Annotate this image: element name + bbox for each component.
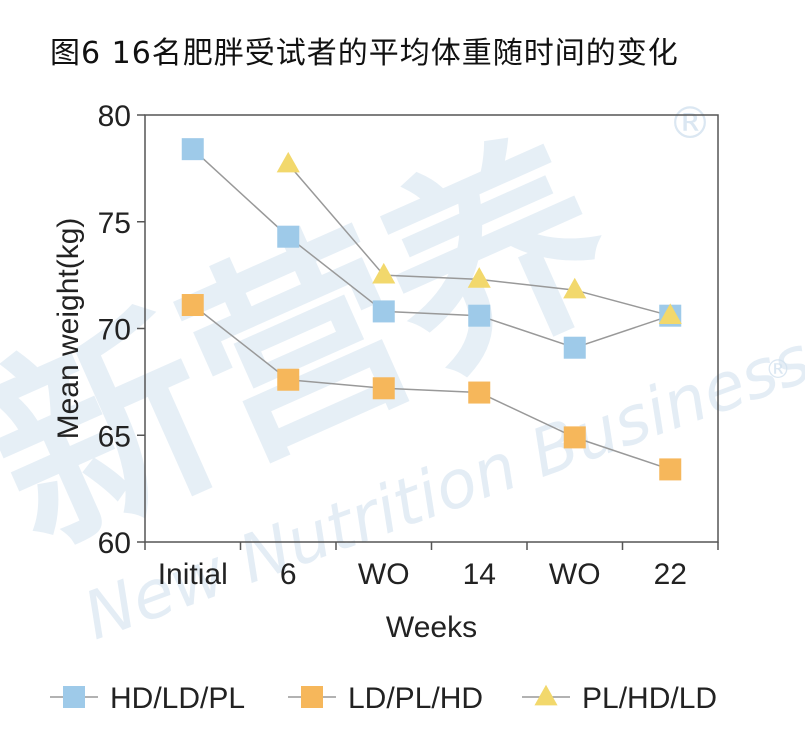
data-point <box>277 368 300 391</box>
data-point <box>467 267 491 288</box>
x-tick-label: Initial <box>158 558 228 591</box>
data-point <box>659 458 682 481</box>
x-tick-label: 22 <box>654 558 687 591</box>
data-point <box>658 303 682 325</box>
axes: 80 75 70 65 60 Initial 6 WO 14 WO 22 Weeks Mean weig… <box>52 100 719 644</box>
legend-label: HD/LD/PL <box>110 682 245 715</box>
data-point <box>276 151 300 173</box>
data-point <box>372 262 396 284</box>
legend-label: PL/HD/LD <box>582 682 717 715</box>
series-line <box>192 148 671 349</box>
x-axis-label: Weeks <box>386 611 477 644</box>
data-point <box>277 225 300 248</box>
y-tick-label: 80 <box>98 100 131 133</box>
legend-marker <box>63 686 85 708</box>
data-point <box>181 138 204 161</box>
series-markers <box>181 138 682 481</box>
data-point <box>468 381 491 404</box>
chart-title: 图6 16名肥胖受试者的平均体重随时间的变化 <box>50 36 679 71</box>
watermark-registered-mark: ® <box>668 98 712 149</box>
data-point <box>563 426 586 449</box>
legend-marker <box>301 686 323 708</box>
y-tick-label: 60 <box>98 527 131 560</box>
x-tick-label: WO <box>358 558 410 591</box>
data-point <box>563 277 587 299</box>
legend: HD/LD/PL LD/PL/HD PL/HD/LD <box>50 682 717 715</box>
x-tick-label: WO <box>549 558 601 591</box>
y-tick-label: 65 <box>98 420 131 453</box>
x-tick-label: 6 <box>280 558 297 591</box>
legend-marker <box>534 684 558 706</box>
data-point <box>372 300 395 323</box>
watermark-registered-mark: ® <box>765 355 791 385</box>
y-tick-label: 75 <box>98 207 131 240</box>
data-point <box>563 336 586 359</box>
data-point <box>181 294 204 317</box>
y-tick-label: 70 <box>98 314 131 347</box>
series-line <box>192 304 671 471</box>
data-point <box>372 377 395 400</box>
data-point <box>468 304 491 327</box>
legend-label: LD/PL/HD <box>348 682 483 715</box>
x-tick-label: 14 <box>463 558 496 591</box>
y-axis-label: Mean weight(kg) <box>52 218 85 440</box>
